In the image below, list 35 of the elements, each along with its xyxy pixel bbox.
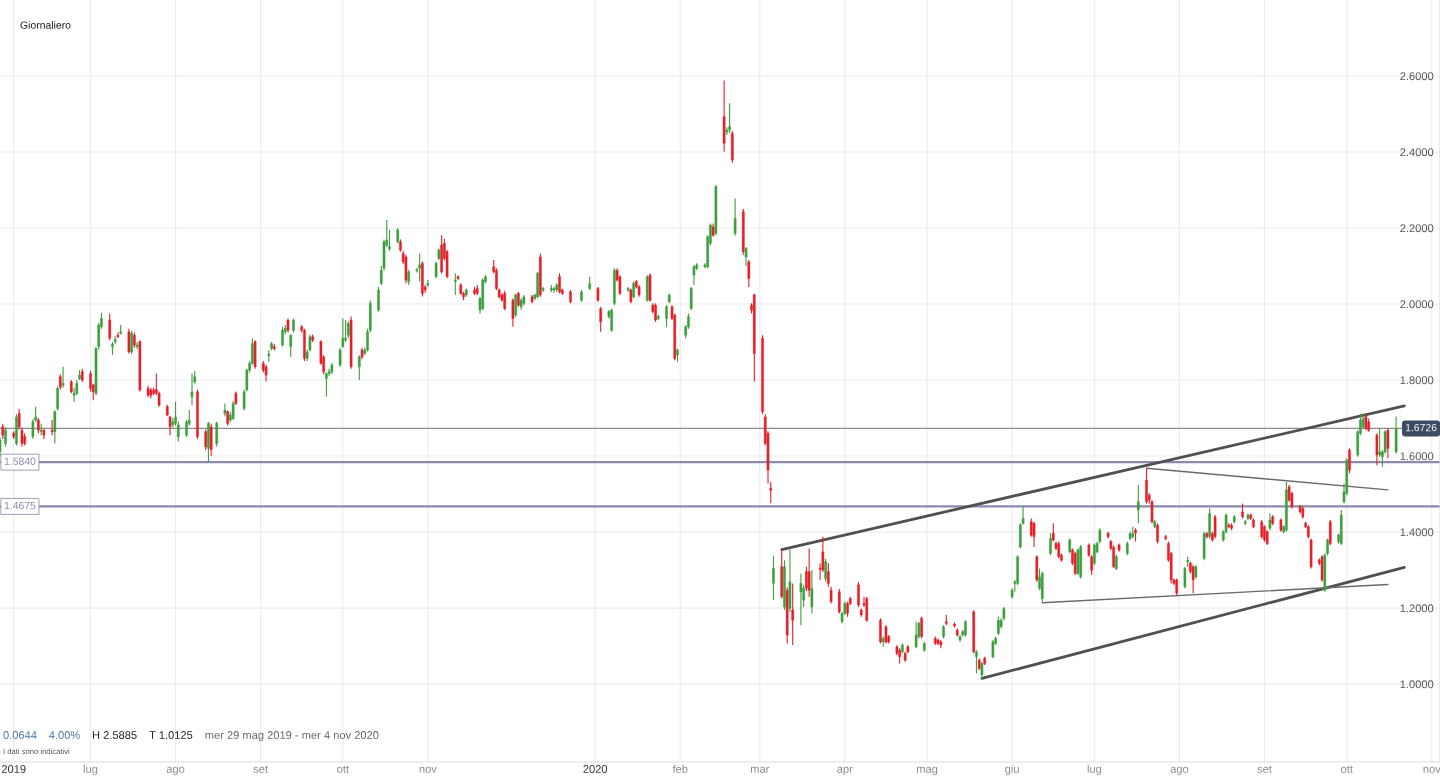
x-tick-label: ott — [1341, 765, 1353, 773]
annotation: H 2.5885 — [92, 731, 137, 739]
ref-line-label: 1.4675 — [4, 501, 36, 510]
x-tick-label: ago — [166, 766, 185, 776]
y-tick-label: 1.2000 — [1400, 604, 1434, 613]
y-tick-label: 1.4000 — [1400, 528, 1434, 537]
ref-line-label: 1.5840 — [4, 457, 36, 465]
annotation: T 1.0125 — [149, 731, 193, 739]
y-tick-label: 1.0000 — [1400, 680, 1434, 689]
text: Giornaliero — [20, 21, 71, 29]
x-tick-label: 2020 — [583, 765, 608, 773]
x-tick-label: ott — [337, 765, 349, 773]
ref-line-label: 1.6726 — [1405, 423, 1437, 432]
y-tick-label: 2.2000 — [1400, 224, 1434, 233]
x-tick-label: mag — [917, 766, 938, 776]
x-tick-label: apr — [837, 766, 853, 776]
annotation: 4.00% — [49, 731, 80, 739]
x-tick-label: lug — [1087, 764, 1102, 776]
x-tick-label: set — [253, 765, 268, 773]
x-tick-label: nov — [419, 766, 437, 773]
y-tick-label: 2.0000 — [1400, 300, 1434, 309]
annotation: 0.0644 — [3, 731, 37, 739]
x-tick-label: giu — [1005, 764, 1019, 776]
y-tick-label: 2.4000 — [1400, 148, 1434, 157]
x-tick-label: nov — [1423, 766, 1440, 773]
x-tick-label: feb — [672, 764, 688, 773]
y-tick-label: 2.6000 — [1400, 72, 1434, 81]
y-tick-label: 1.8000 — [1400, 376, 1434, 385]
y-tick-label: 1.6000 — [1400, 452, 1434, 461]
x-tick-label: lug — [83, 764, 98, 776]
x-tick-label: 2019 — [1, 765, 26, 773]
x-tick-label: ago — [1170, 766, 1189, 776]
annotation: mer 29 mag 2019 - mer 4 nov 2020 — [205, 731, 379, 742]
x-tick-label: mar — [750, 766, 770, 773]
x-tick-label: set — [1257, 765, 1272, 773]
